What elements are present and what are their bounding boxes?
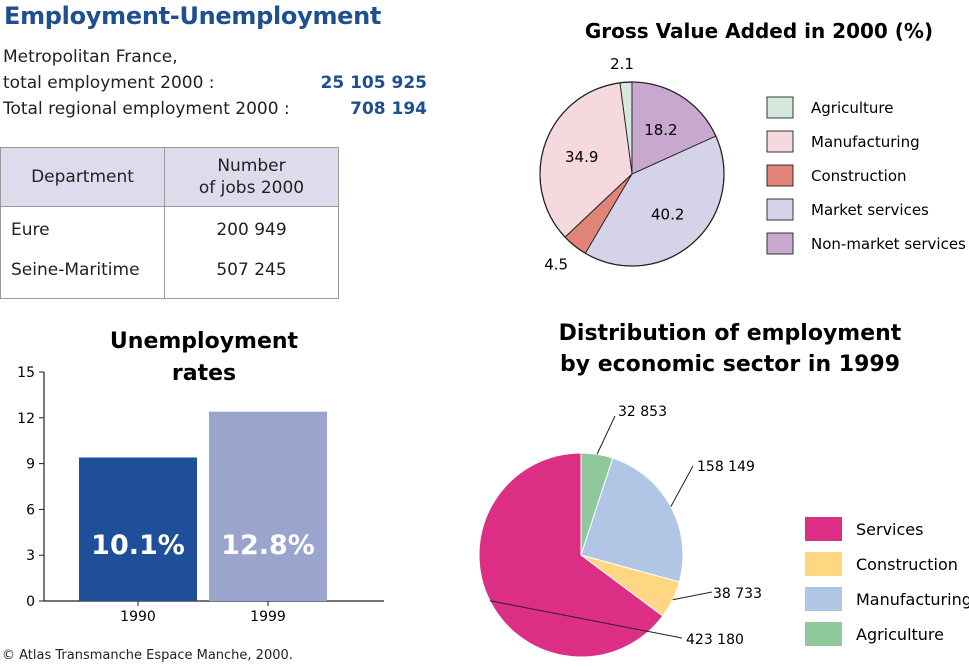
gva-pie-outline <box>539 81 725 267</box>
column-header-jobs-line1: Number <box>217 156 286 176</box>
gva-legend-label: Manufacturing <box>811 133 920 151</box>
employment-legend-swatch <box>805 622 842 646</box>
table-header: Department Number of jobs 2000 <box>1 148 338 207</box>
jobs-table: Department Number of jobs 2000 Eure 200 … <box>0 147 339 299</box>
employment-leader-line <box>489 600 683 639</box>
employment-leader-line <box>672 591 713 601</box>
table-divider <box>164 148 165 298</box>
x-tick-label: 1990 <box>120 609 156 625</box>
gva-data-label: 18.2 <box>644 121 677 139</box>
stat-line-france-label: Metropolitan France, <box>3 43 427 71</box>
gva-legend: Agriculture Manufacturing Construction Mark… <box>766 96 966 255</box>
gva-legend-label: Construction <box>811 167 907 185</box>
gva-legend-swatch <box>766 198 794 221</box>
employment-legend-label: Manufacturing <box>856 590 969 609</box>
gva-legend-swatch <box>766 130 794 153</box>
employment-legend-label: Construction <box>856 555 958 574</box>
source-credit: © Atlas Transmanche Espace Manche, 2000. <box>2 648 293 663</box>
employment-legend-swatch <box>805 517 842 541</box>
stat-label: Metropolitan France, <box>3 47 178 67</box>
table-cell-department: Seine-Maritime <box>11 260 140 280</box>
y-tick-label: 12 <box>17 411 35 427</box>
bar-1990 <box>79 457 197 601</box>
employment-leader-line <box>596 415 616 455</box>
employment-slice-manufacturing <box>580 457 684 583</box>
y-tick-label: 3 <box>26 548 35 564</box>
y-tick-label: 15 <box>17 365 35 381</box>
bar-chart-title-line1: Unemployment <box>110 329 299 354</box>
stat-label: Total regional employment 2000 : <box>3 99 290 119</box>
stat-label: total employment 2000 : <box>3 73 215 93</box>
x-tick-label: 1999 <box>250 609 286 625</box>
table-cell-jobs: 507 245 <box>216 260 287 280</box>
employment-legend-label: Services <box>856 520 923 539</box>
employment-data-label: 38 733 <box>713 586 762 602</box>
table-cell-jobs: 200 949 <box>216 220 287 240</box>
gva-data-label: 40.2 <box>651 206 684 224</box>
y-tick-label: 9 <box>26 457 35 473</box>
stat-value: 708 194 <box>350 99 427 119</box>
page-title: Employment-Unemployment <box>4 2 382 30</box>
employment-data-label: 423 180 <box>686 632 744 648</box>
employment-legend-swatch <box>805 587 842 611</box>
column-header-jobs-line2: of jobs 2000 <box>198 178 305 198</box>
stat-line-total-employment: total employment 2000 : 25 105 925 <box>3 69 427 97</box>
gva-legend-swatch <box>766 164 794 187</box>
column-header-jobs: Number of jobs 2000 <box>165 148 338 206</box>
gva-legend-swatch <box>766 96 794 119</box>
y-tick-label: 6 <box>26 502 35 518</box>
employment-data-label: 158 149 <box>697 459 755 475</box>
employment-legend-swatch <box>805 552 842 576</box>
gva-legend-label: Agriculture <box>811 99 894 117</box>
employment-pie-chart: 423 180 38 733 158 149 32 853 <box>478 404 762 658</box>
gva-chart-title: Gross Value Added in 2000 (%) <box>585 19 933 43</box>
column-header-department: Department <box>31 167 134 187</box>
gva-data-label: 2.1 <box>610 55 634 73</box>
stat-line-regional-employment: Total regional employment 2000 : 708 194 <box>3 95 427 123</box>
gva-legend-swatch <box>766 232 794 255</box>
gva-data-label: 34.9 <box>565 148 598 166</box>
unemployment-bar-chart: 0 3 6 9 12 15 10.1% 1990 12.8% 1999 <box>17 365 384 625</box>
bar-value-label: 12.8% <box>221 530 315 561</box>
bar-value-label: 10.1% <box>91 530 185 561</box>
employment-data-label: 32 853 <box>618 404 667 420</box>
gva-legend-label: Non-market services <box>811 235 966 253</box>
table-cell-department: Eure <box>11 220 50 240</box>
bar-chart-title-line2: rates <box>172 361 236 386</box>
employment-chart-title-line1: Distribution of employment <box>559 321 902 346</box>
employment-leader-line <box>670 465 694 507</box>
gva-pie-chart: 2.1 34.9 4.5 40.2 18.2 <box>539 55 725 274</box>
gva-data-label: 4.5 <box>544 256 568 274</box>
employment-legend: Services Construction Manufacturing Agricul… <box>805 517 969 646</box>
gva-legend-label: Market services <box>811 201 929 219</box>
employment-legend-label: Agriculture <box>856 625 944 644</box>
bar-1999 <box>209 411 327 601</box>
employment-slice-services <box>478 452 664 658</box>
employment-chart-title-line2: by economic sector in 1999 <box>560 352 900 377</box>
y-tick-label: 0 <box>26 594 35 610</box>
stat-value: 25 105 925 <box>320 73 427 93</box>
